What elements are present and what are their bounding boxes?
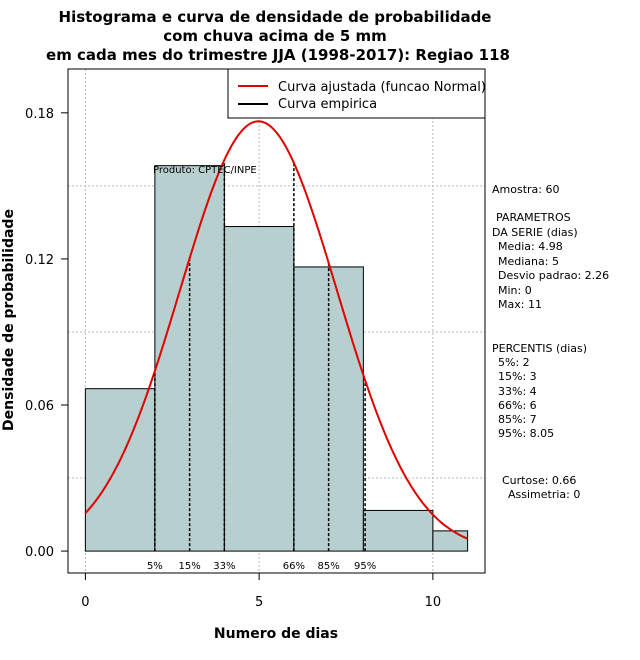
percentil-5: 5%: 2	[498, 356, 530, 369]
param-media: Media: 4.98	[498, 240, 563, 253]
percentile-label-33%: 33%	[213, 561, 235, 572]
x-axis: 0 5 10	[81, 572, 442, 610]
param-mediana: Mediana: 5	[498, 255, 559, 268]
percentil-85: 85%: 7	[498, 413, 537, 426]
param-desvio: Desvio padrao: 2.26	[498, 269, 609, 282]
histogram-bar-4	[362, 509, 434, 552]
chart-title-line-1: Histograma e curva de densidade de proba…	[59, 8, 492, 26]
y-axis: 0.00 0.06 0.12 0.18	[25, 107, 69, 560]
product-annotation: Produto: CPTEC/INPE	[153, 165, 257, 176]
percentil-15: 15%: 3	[498, 370, 537, 383]
legend-box	[227, 68, 486, 119]
percentile-label-85%: 85%	[318, 561, 340, 572]
legend-label-normal: Curva ajustada (funcao Normal)	[278, 80, 486, 95]
percentil-95: 95%: 8.05	[498, 427, 554, 440]
y-axis-title: Densidade de probabilidade	[1, 209, 17, 431]
x-tick-label-0: 0	[81, 595, 89, 610]
percentis-title: PERCENTIS (dias)	[492, 342, 587, 355]
stats-panel: Amostra: 60 PARAMETROS DA SERIE (dias) M…	[492, 183, 609, 501]
y-tick-label-1: 0.06	[25, 399, 54, 414]
sample-size: Amostra: 60	[492, 183, 559, 196]
param-min: Min: 0	[498, 284, 532, 297]
y-tick-label-0: 0.00	[25, 545, 54, 560]
percentile-label-95%: 95%	[354, 561, 376, 572]
y-tick-label-3: 0.18	[25, 107, 54, 122]
percentil-33: 33%: 4	[498, 385, 537, 398]
curtose: Curtose: 0.66	[502, 474, 576, 487]
chart-title-line-3: em cada mes do trimestre JJA (1998-2017)…	[46, 46, 510, 64]
percentil-66: 66%: 6	[498, 399, 537, 412]
normal-curve	[84, 120, 469, 540]
x-axis-title: Numero de dias	[214, 626, 338, 642]
y-tick-label-2: 0.12	[25, 253, 54, 268]
param-max: Max: 11	[498, 298, 542, 311]
chart-title-line-2: com chuva acima de 5 mm	[163, 27, 387, 45]
percentile-lines: 5% 15% 33% 66% 85% 95%	[147, 159, 376, 572]
histogram-bar-5	[432, 530, 469, 552]
histogram-bar-0	[84, 388, 156, 552]
legend-label-empirical: Curva empirica	[278, 97, 377, 112]
params-title-1: PARAMETROS	[496, 211, 571, 224]
histogram-bars	[84, 165, 469, 552]
normal-curve-path	[84, 120, 469, 540]
x-tick-label-2: 10	[425, 595, 442, 610]
percentile-label-66%: 66%	[283, 561, 305, 572]
histogram-bar-2	[223, 226, 295, 552]
x-tick-label-1: 5	[255, 595, 263, 610]
legend: Curva ajustada (funcao Normal) Curva emp…	[227, 68, 486, 119]
percentile-label-5%: 5%	[147, 561, 163, 572]
percentile-label-15%: 15%	[179, 561, 201, 572]
params-title-2: DA SERIE (dias)	[492, 226, 578, 239]
assimetria: Assimetria: 0	[508, 488, 580, 501]
